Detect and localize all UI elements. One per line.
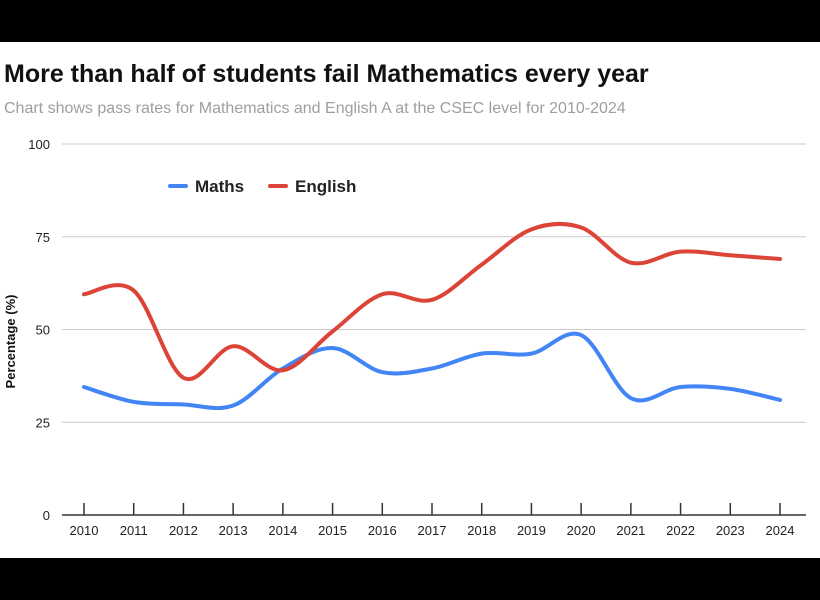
- x-tick-label: 2022: [666, 523, 695, 538]
- x-tick-label: 2011: [120, 523, 148, 538]
- legend: Maths English: [168, 177, 356, 196]
- x-tick-label: 2014: [268, 523, 297, 538]
- x-axis: 2010 2011 2012 2013 2014 2015 2016 2017 2018 2019…: [62, 503, 806, 538]
- y-axis-title: Percentage (%): [3, 295, 18, 389]
- x-tick-label: 2016: [368, 523, 397, 538]
- legend-label-maths: Maths: [195, 177, 244, 196]
- y-tick-label: 0: [43, 508, 50, 523]
- y-tick-label: 50: [36, 323, 50, 338]
- x-tick-label: 2013: [219, 523, 248, 538]
- series-line-english: [82, 221, 782, 382]
- chart-frame: More than half of students fail Mathemat…: [0, 42, 820, 558]
- x-tick-label: 2017: [418, 523, 447, 538]
- x-tick-label: 2023: [716, 523, 745, 538]
- x-tick-label: 2012: [169, 523, 198, 538]
- y-tick-label: 100: [28, 137, 50, 152]
- x-tick-label: 2010: [70, 523, 99, 538]
- series-lines: [82, 221, 782, 411]
- x-tick-label: 2020: [567, 523, 596, 538]
- legend-label-english: English: [295, 177, 356, 196]
- gridlines: [62, 143, 806, 423]
- series-line-maths: [82, 331, 782, 411]
- x-tick-label: 2015: [318, 523, 347, 538]
- x-tick-label: 2019: [517, 523, 546, 538]
- x-tick-label: 2021: [616, 523, 645, 538]
- x-tick-label: 2024: [766, 523, 795, 538]
- chart-subtitle: Chart shows pass rates for Mathematics a…: [4, 100, 626, 117]
- x-tick-label: 2018: [467, 523, 496, 538]
- y-axis: 0 25 50 75 100: [28, 137, 50, 523]
- y-tick-label: 25: [36, 415, 50, 430]
- y-tick-label: 75: [36, 230, 50, 245]
- chart-title: More than half of students fail Mathemat…: [4, 60, 649, 88]
